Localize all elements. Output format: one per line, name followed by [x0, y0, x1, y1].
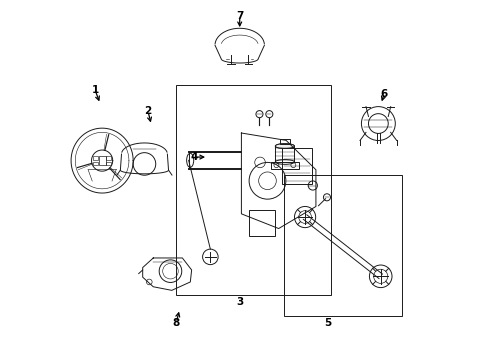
- Bar: [271, 162, 298, 168]
- Bar: [282, 148, 312, 184]
- Text: 2: 2: [145, 106, 151, 116]
- Bar: [176, 85, 331, 294]
- Bar: [93, 156, 98, 159]
- Bar: [93, 162, 98, 165]
- Bar: [249, 210, 275, 236]
- Text: 6: 6: [381, 89, 388, 99]
- Bar: [98, 156, 106, 165]
- Text: 7: 7: [236, 11, 244, 21]
- Bar: [106, 162, 111, 165]
- Text: 5: 5: [324, 318, 332, 328]
- Bar: [280, 139, 290, 144]
- Text: 1: 1: [92, 85, 98, 95]
- Bar: [106, 156, 111, 159]
- Bar: [284, 175, 402, 316]
- Text: 3: 3: [236, 297, 244, 307]
- Text: 8: 8: [172, 318, 180, 328]
- Text: 4: 4: [190, 152, 197, 162]
- Ellipse shape: [275, 144, 294, 148]
